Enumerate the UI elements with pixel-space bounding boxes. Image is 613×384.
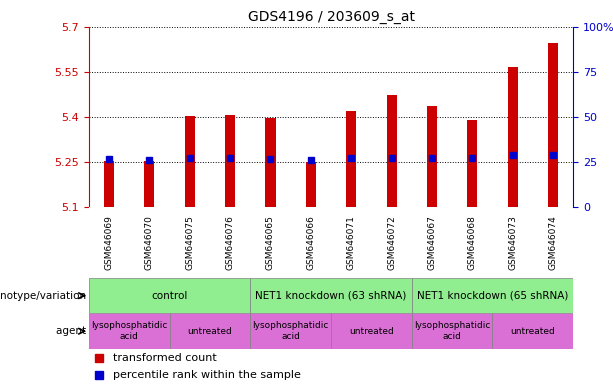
Bar [145, 161, 154, 207]
Text: GSM646074: GSM646074 [549, 215, 557, 270]
Bar [89, 278, 250, 313]
Bar [346, 111, 356, 207]
Bar [185, 116, 195, 207]
Bar [250, 278, 412, 313]
Text: GSM646072: GSM646072 [387, 215, 396, 270]
Text: lysophosphatidic
acid: lysophosphatidic acid [253, 321, 329, 341]
Bar [306, 162, 316, 207]
Text: GSM646070: GSM646070 [145, 215, 154, 270]
Bar [104, 161, 114, 207]
Text: untreated: untreated [349, 327, 394, 336]
Text: GSM646071: GSM646071 [347, 215, 356, 270]
Bar [548, 43, 558, 207]
Bar [225, 115, 235, 207]
Text: GSM646066: GSM646066 [306, 215, 315, 270]
Bar [89, 313, 170, 349]
Bar [412, 313, 492, 349]
Bar [170, 313, 250, 349]
Text: GSM646067: GSM646067 [427, 215, 436, 270]
Bar [508, 66, 517, 207]
Text: GSM646076: GSM646076 [226, 215, 235, 270]
Text: GSM646075: GSM646075 [185, 215, 194, 270]
Text: lysophosphatidic
acid: lysophosphatidic acid [414, 321, 490, 341]
Bar [492, 313, 573, 349]
Text: agent: agent [56, 326, 89, 336]
Bar [412, 278, 573, 313]
Bar [467, 120, 478, 207]
Text: lysophosphatidic
acid: lysophosphatidic acid [91, 321, 167, 341]
Bar [387, 96, 397, 207]
Text: genotype/variation: genotype/variation [0, 291, 89, 301]
Text: transformed count: transformed count [113, 353, 217, 363]
Text: NET1 knockdown (65 shRNA): NET1 knockdown (65 shRNA) [417, 291, 568, 301]
Bar [427, 106, 437, 207]
Text: NET1 knockdown (63 shRNA): NET1 knockdown (63 shRNA) [256, 291, 406, 301]
Text: untreated: untreated [188, 327, 232, 336]
Title: GDS4196 / 203609_s_at: GDS4196 / 203609_s_at [248, 10, 414, 25]
Text: untreated: untreated [511, 327, 555, 336]
Text: percentile rank within the sample: percentile rank within the sample [113, 370, 301, 381]
Bar [250, 313, 331, 349]
Bar [331, 313, 412, 349]
Text: GSM646073: GSM646073 [508, 215, 517, 270]
Text: GSM646065: GSM646065 [266, 215, 275, 270]
Text: control: control [151, 291, 188, 301]
Text: GSM646068: GSM646068 [468, 215, 477, 270]
Text: GSM646069: GSM646069 [105, 215, 113, 270]
Bar [265, 118, 275, 207]
